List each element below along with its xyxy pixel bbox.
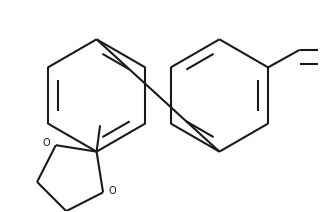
Text: O: O bbox=[43, 138, 50, 148]
Text: O: O bbox=[108, 186, 116, 196]
